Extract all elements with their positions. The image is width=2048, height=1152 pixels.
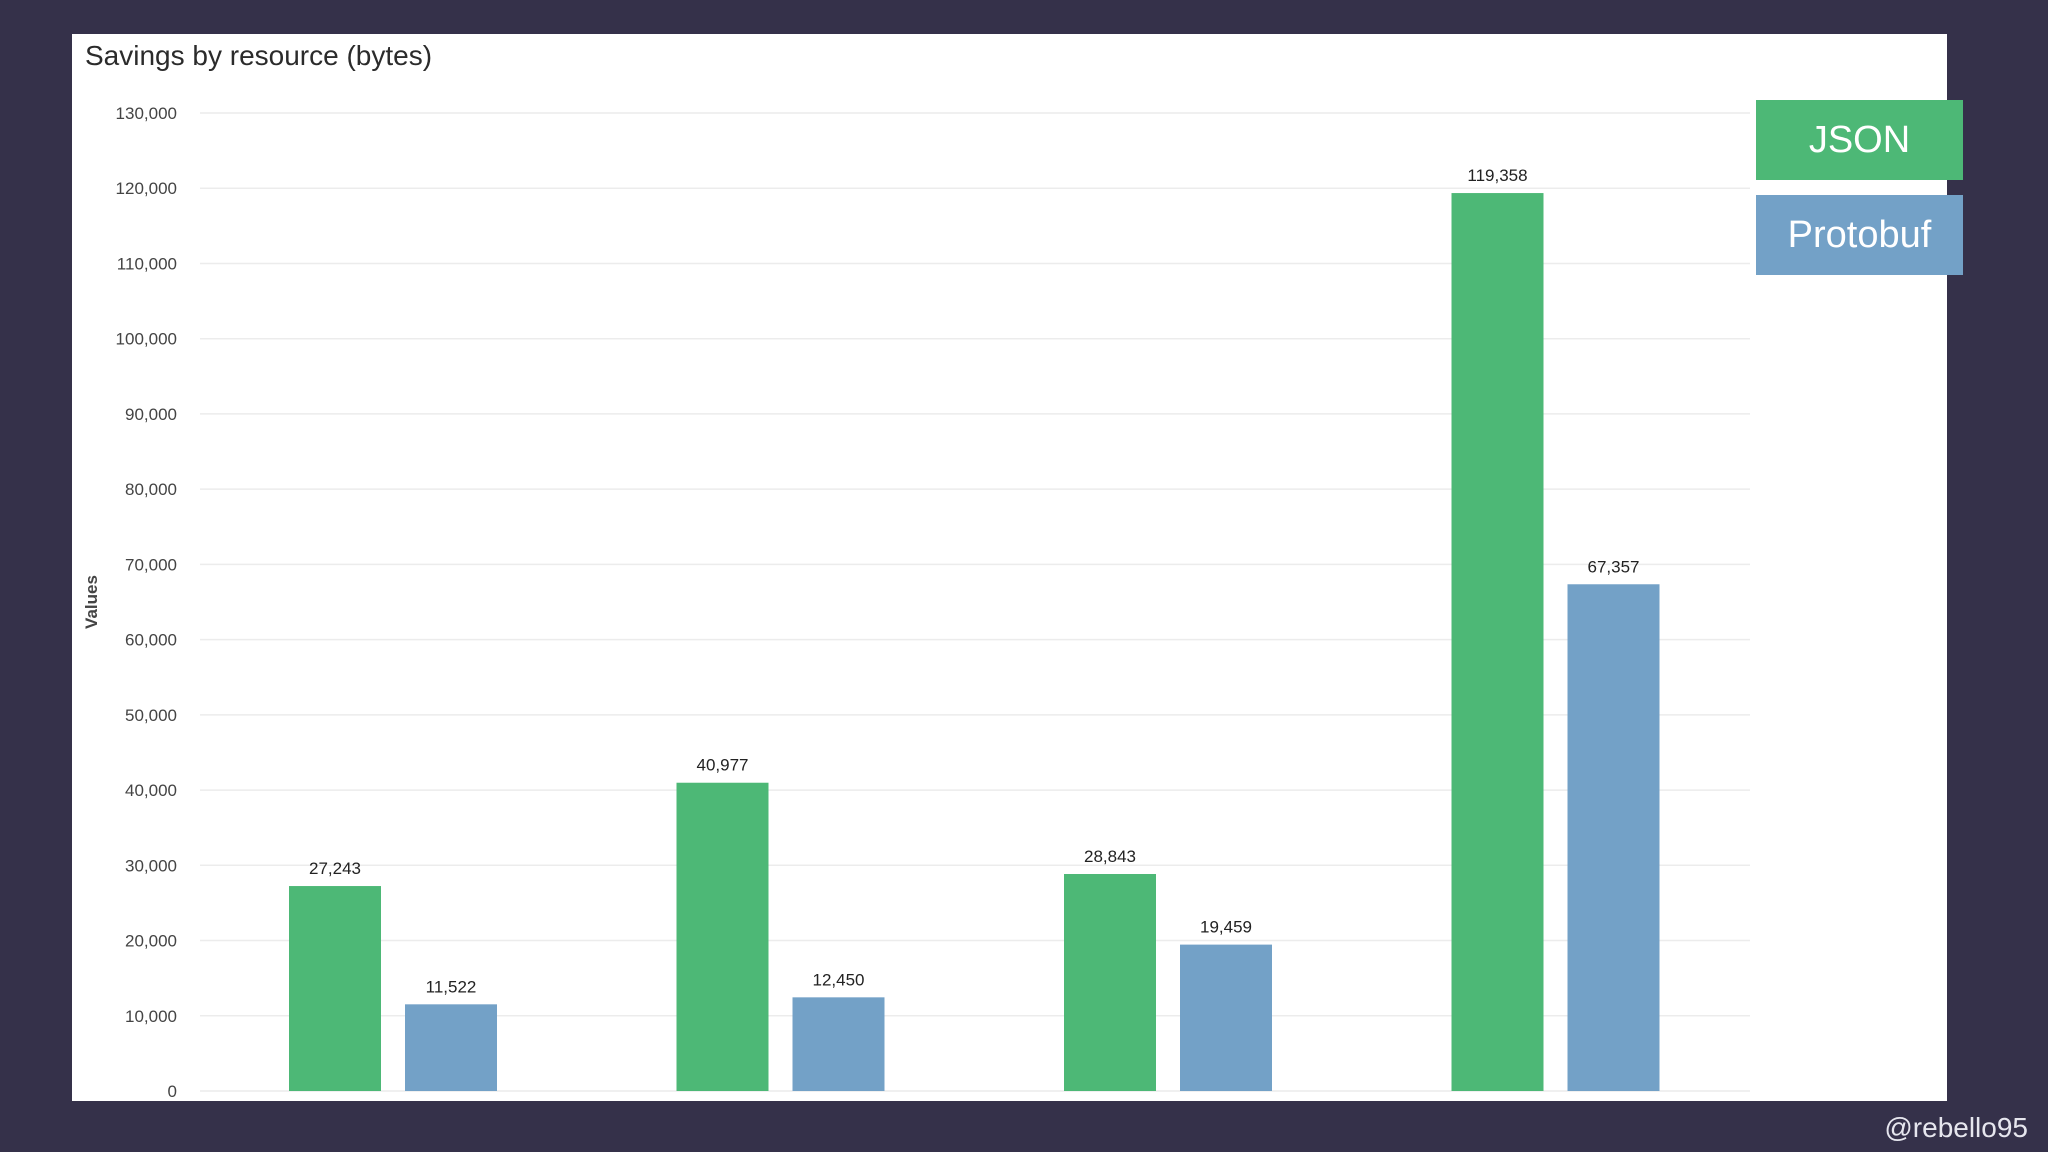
y-axis-label: Values bbox=[82, 575, 101, 629]
y-tick-label: 120,000 bbox=[116, 179, 177, 198]
bar-value-label: 12,450 bbox=[813, 970, 865, 989]
y-tick-label: 60,000 bbox=[125, 631, 177, 650]
y-tick-label: 100,000 bbox=[116, 330, 177, 349]
bar-value-label: 119,358 bbox=[1467, 166, 1527, 185]
bar-json bbox=[1451, 193, 1544, 1092]
bar-json bbox=[676, 782, 769, 1091]
bar-value-label: 27,243 bbox=[309, 859, 361, 878]
y-tick-label: 40,000 bbox=[125, 781, 177, 800]
y-tick-label: 110,000 bbox=[117, 254, 177, 273]
bar-protobuf bbox=[1180, 944, 1272, 1091]
bar-value-label: 28,843 bbox=[1084, 847, 1136, 866]
bar-protobuf bbox=[1567, 584, 1660, 1091]
author-handle: @rebello95 bbox=[1884, 1112, 2028, 1143]
bar-json bbox=[1064, 874, 1156, 1091]
y-tick-label: 30,000 bbox=[125, 856, 177, 875]
y-tick-label: 80,000 bbox=[125, 480, 177, 499]
bar-value-label: 40,977 bbox=[697, 756, 749, 775]
legend-item-protobuf: Protobuf bbox=[1756, 195, 1963, 275]
bar-protobuf bbox=[792, 997, 885, 1091]
bar-json bbox=[289, 886, 381, 1091]
bar-value-label: 19,459 bbox=[1200, 918, 1252, 937]
bar-value-label: 67,357 bbox=[1588, 557, 1640, 576]
y-tick-label: 130,000 bbox=[116, 104, 177, 123]
y-tick-label: 90,000 bbox=[125, 405, 177, 424]
y-tick-label: 70,000 bbox=[125, 555, 177, 574]
bar-protobuf bbox=[405, 1004, 497, 1091]
y-tick-label: 20,000 bbox=[125, 932, 177, 951]
bar-value-label: 11,522 bbox=[426, 977, 477, 996]
y-tick-label: 50,000 bbox=[125, 706, 177, 725]
legend-item-json: JSON bbox=[1756, 100, 1963, 180]
y-tick-label: 0 bbox=[168, 1082, 177, 1101]
y-tick-label: 10,000 bbox=[125, 1007, 177, 1026]
chart-title: Savings by resource (bytes) bbox=[85, 40, 433, 71]
